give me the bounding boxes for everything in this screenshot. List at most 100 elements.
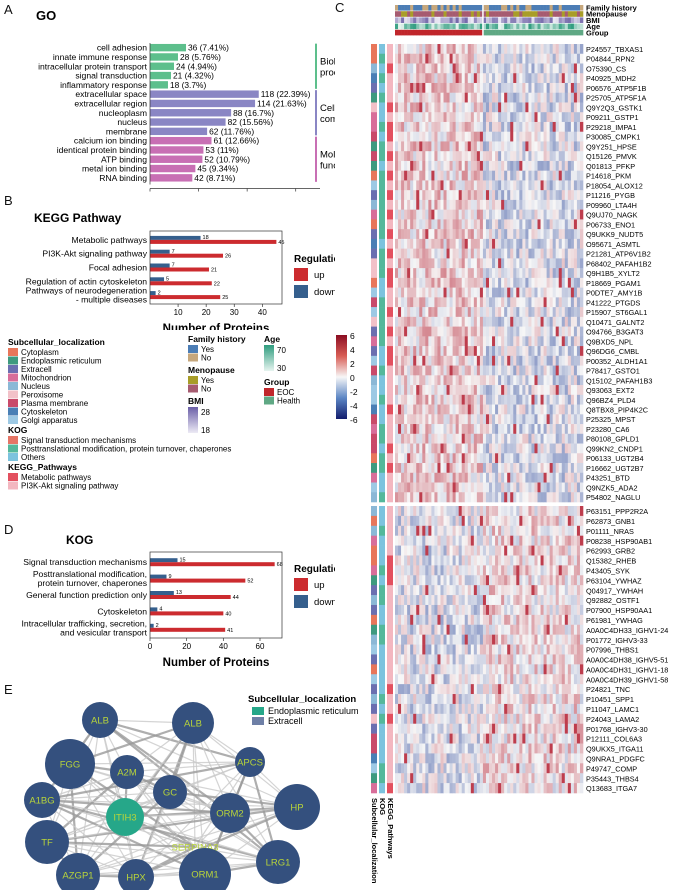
heatmap-cell [498,141,502,152]
heatmap-cell [452,53,456,64]
heatmap-cell [573,604,578,616]
heatmap-cell [482,53,487,64]
heatmap-cell [425,112,429,123]
heatmap-cell [516,365,520,376]
heatmap-cell [573,482,578,493]
heatmap-cell [570,160,575,171]
heatmap-cell [552,453,557,464]
heatmap-cell [455,307,459,318]
heatmap-cell [419,555,423,566]
heatmap-cell [531,307,535,318]
heatmap-cell [564,229,569,240]
heatmap-cell [498,674,502,685]
heatmap-cell [546,248,550,259]
heatmap-cell [458,44,463,55]
heatmap-cell [525,674,529,685]
heatmap-row-annotation-kegg [387,515,393,527]
heatmap-cell [407,664,411,675]
heatmap-cell [579,151,584,162]
heatmap-cell [461,604,466,616]
heatmap-cell [552,121,557,133]
heatmap-cell [446,585,450,596]
heatmap-cell [482,336,487,347]
heatmap-cell [543,604,547,616]
heatmap-cell [422,170,426,181]
heatmap-cell [570,394,575,405]
heatmap-cell [437,644,441,655]
heatmap-cell [495,307,499,318]
heatmap-cell [401,595,405,606]
heatmap-cell [564,604,569,616]
heatmap-annotation-cell [498,29,502,36]
heatmap-cell [516,238,520,249]
heatmap-cell [434,604,438,616]
heatmap-cell [573,472,578,483]
heatmap-cell [407,684,411,695]
heatmap-cell [485,585,490,596]
heatmap-cell [555,365,560,376]
heatmap-annotation-cell [398,29,402,36]
heatmap-cell [470,238,475,249]
heatmap-cell [576,585,581,596]
heatmap-cell [401,433,405,444]
heatmap-cell [489,63,493,74]
heatmap-cell [561,394,566,405]
heatmap-cell [519,585,523,596]
heatmap-cell [576,63,581,74]
heatmap-cell [425,229,429,240]
heatmap-cell [492,424,496,435]
heatmap-cell [498,92,502,103]
heatmap-cell [564,199,569,210]
heatmap-cell [546,170,550,181]
heatmap-cell [540,654,544,665]
heatmap-cell [449,199,453,210]
heatmap-cell [413,624,417,635]
heatmap-cell [513,229,517,240]
heatmap-cell [561,53,566,64]
heatmap-cell [425,365,429,376]
heatmap-cell [449,545,453,556]
heatmap-annotation-cell [419,5,423,11]
go-bar-value: 62 (11.76%) [209,126,254,136]
heatmap-cell [464,297,469,308]
heatmap-cell [558,585,563,596]
heatmap-cell [413,121,417,133]
heatmap-cell [416,414,420,425]
heatmap-cell [422,654,426,665]
heatmap-cell [558,394,563,405]
heatmap-cell [525,565,529,576]
heatmap-cell [546,277,550,288]
heatmap-cell [522,424,526,435]
heatmap-row-annotation-kegg [387,595,393,606]
heatmap-cell [401,654,405,665]
heatmap-cell [537,585,541,596]
heatmap-annotation-cell [455,23,459,30]
heatmap-cell [404,82,408,94]
heatmap-cell [489,624,493,635]
heatmap-cell [398,229,402,240]
heatmap-cell [555,482,560,493]
heatmap-cell [534,277,538,288]
heatmap-cell [528,525,532,536]
heatmap-row-label: Q10471_GALNT2 [586,318,644,327]
heatmap-cell [552,248,557,259]
heatmap-cell [428,664,432,675]
heatmap-cell [413,258,417,269]
heatmap-cell [543,394,547,405]
heatmap-cell [410,112,414,123]
heatmap-cell [434,355,438,366]
kog-x-tick-label: 60 [256,642,265,651]
heatmap-cell [455,355,459,366]
network-node-label: TF [41,838,53,849]
heatmap-annotation-cell [476,11,481,17]
heatmap-row-annotation-subcellular [371,525,377,536]
heatmap-cell [449,268,453,279]
heatmap-row-annotation-subcellular [371,355,377,366]
heatmap-row-annotation-kegg [387,624,393,635]
heatmap-cell [452,102,456,113]
heatmap-cell [579,248,584,259]
heatmap-cell [443,326,447,337]
heatmap-annotation-cell [449,29,453,36]
heatmap-cell [416,141,420,152]
